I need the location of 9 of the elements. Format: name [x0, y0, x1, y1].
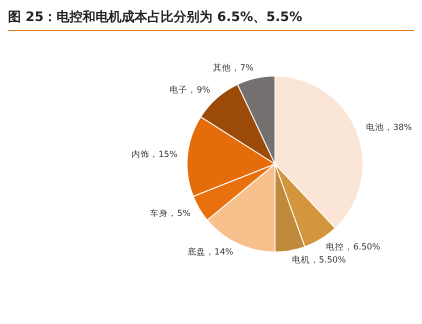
slice-label: 内饰，15%	[132, 148, 178, 160]
slice-label: 车身，5%	[150, 208, 191, 219]
slice-label: 电子，9%	[170, 84, 210, 96]
slice-label: 其他，7%	[213, 62, 254, 74]
slice-label: 电池，38%	[366, 122, 412, 133]
slice-label: 电控，6.50%	[326, 242, 380, 253]
slice-label: 底盘，14%	[187, 246, 234, 258]
chart-title: 图 25：电控和电机成本占比分别为 6.5%、5.5%	[8, 8, 414, 31]
slice-label: 电机，5.50%	[292, 254, 346, 266]
